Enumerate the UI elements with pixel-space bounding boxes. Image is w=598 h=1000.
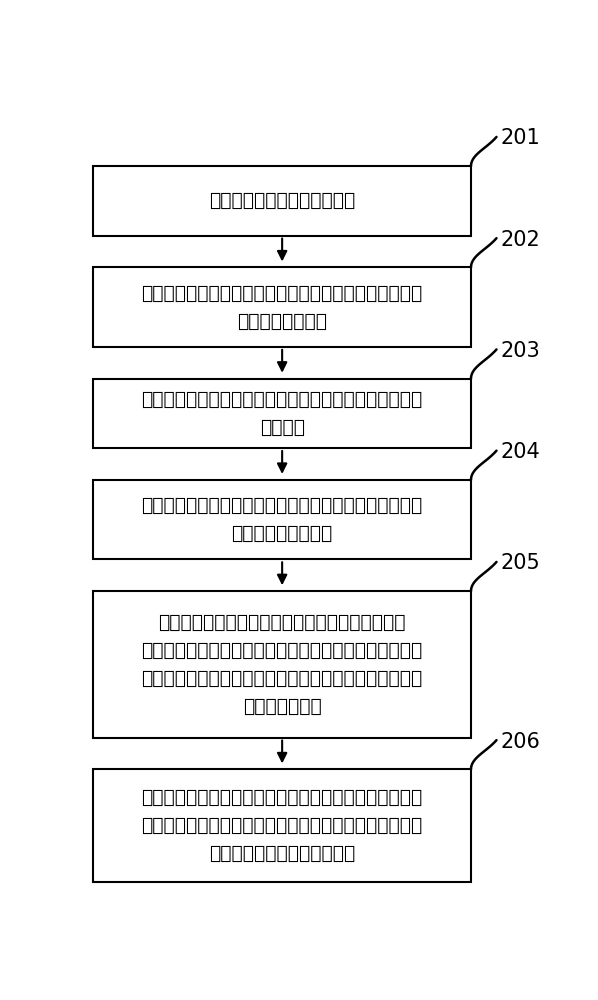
Text: 若确定分析方式为通用分析，则根据出错应答码与通用分
析结果的对应关系，确定所述目标交易信息的通用分析结
果，并返回所述通用分析结果: 若确定分析方式为通用分析，则根据出错应答码与通用分 析结果的对应关系，确定所述目… bbox=[142, 788, 423, 863]
Text: 201: 201 bbox=[500, 128, 540, 148]
Text: 202: 202 bbox=[500, 230, 540, 250]
Text: 204: 204 bbox=[500, 442, 540, 462]
Bar bbox=[93, 379, 471, 448]
Text: 若确定分析方式为特殊分析，根据目标交易信息中
的交易记录，确定目标交易信息对应的服务应答码，并根
据服务应答码与特殊分析结果的对应关系，确定目标交易
的特殊分析: 若确定分析方式为特殊分析，根据目标交易信息中 的交易记录，确定目标交易信息对应的… bbox=[142, 613, 423, 716]
Bar bbox=[93, 769, 471, 882]
Bar bbox=[93, 480, 471, 559]
Bar bbox=[93, 166, 471, 236]
Text: 203: 203 bbox=[500, 341, 540, 361]
Bar bbox=[93, 267, 471, 347]
Text: 206: 206 bbox=[500, 732, 540, 752]
Bar bbox=[93, 591, 471, 738]
Text: 根据所述交易出错查询请求，确定与所述交易出错查询请
求对应的唯一标识: 根据所述交易出错查询请求，确定与所述交易出错查询请 求对应的唯一标识 bbox=[142, 284, 423, 331]
Text: 根据所述目标交易信息中的出错应答码，确定对所述目标
交易信息的分析方式: 根据所述目标交易信息中的出错应答码，确定对所述目标 交易信息的分析方式 bbox=[142, 496, 423, 543]
Text: 205: 205 bbox=[500, 553, 540, 573]
Text: 将所述唯一标识对应的目标交易信息作为需要分析的目标
交易信息: 将所述唯一标识对应的目标交易信息作为需要分析的目标 交易信息 bbox=[142, 390, 423, 437]
Text: 接收用户的交易出错查询请求: 接收用户的交易出错查询请求 bbox=[209, 191, 355, 210]
